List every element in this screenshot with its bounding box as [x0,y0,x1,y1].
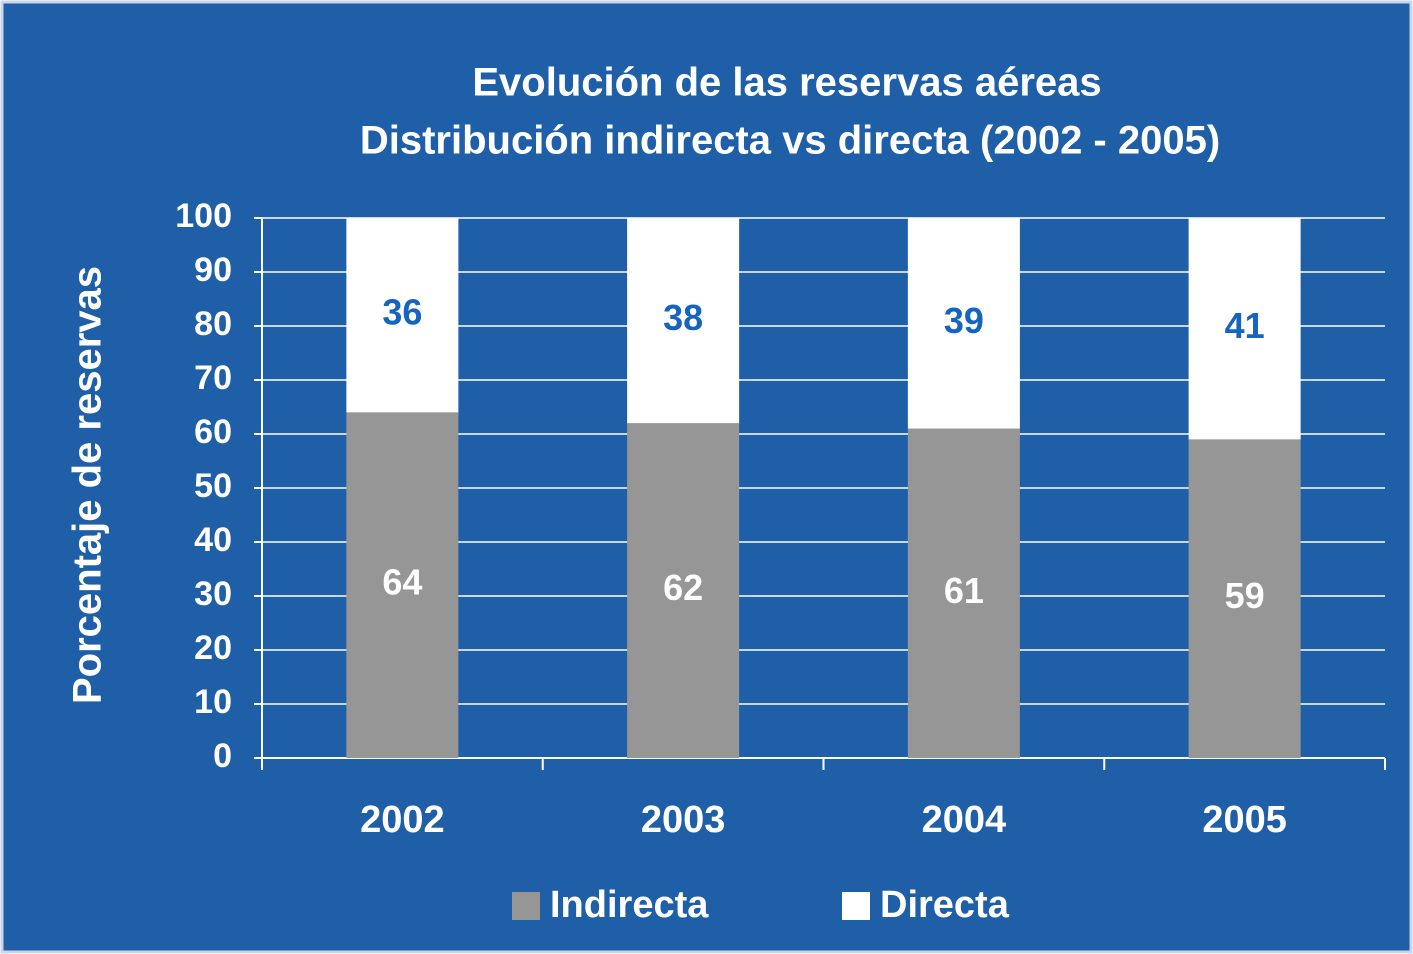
bar-segment [627,218,740,424]
y-tick-label: 30 [194,575,232,613]
y-axis-label: Porcentaje de reservas [66,266,110,704]
x-tick-label: 2002 [360,799,445,841]
chart-subtitle: Distribución indirecta vs directa (2002 … [360,119,1220,163]
data-label: 62 [663,567,703,608]
legend-label: Directa [880,884,1010,926]
x-tick-label: 2004 [922,799,1007,841]
legend-label: Indirecta [550,884,709,926]
bar-segment [1188,439,1301,758]
y-tick-label: 0 [213,737,232,775]
y-tick-label: 100 [175,197,232,235]
bar-segment [907,218,1020,429]
y-tick-label: 90 [194,251,232,289]
y-tick-label: 60 [194,413,232,451]
x-tick-label: 2003 [641,799,726,841]
chart-title: Evolución de las reservas aéreas [472,61,1101,105]
data-label: 41 [1225,305,1265,346]
y-tick-label: 10 [194,683,232,721]
data-label: 59 [1225,575,1265,616]
bar-segment [1188,218,1301,440]
legend-swatch [512,892,540,920]
x-tick-label: 2005 [1202,799,1287,841]
y-tick-label: 40 [194,521,232,559]
bar-segment [627,423,740,758]
y-tick-label: 20 [194,629,232,667]
y-tick-label: 50 [194,467,232,505]
data-label: 39 [944,300,984,341]
data-label: 38 [663,297,703,338]
bar-segment [346,218,459,413]
data-label: 64 [382,562,422,603]
legend-swatch [842,892,870,920]
data-label: 36 [382,292,422,333]
bar-segment [907,428,1020,758]
data-label: 61 [944,570,984,611]
y-tick-label: 70 [194,359,232,397]
y-tick-label: 80 [194,305,232,343]
bar-segment [346,412,459,758]
